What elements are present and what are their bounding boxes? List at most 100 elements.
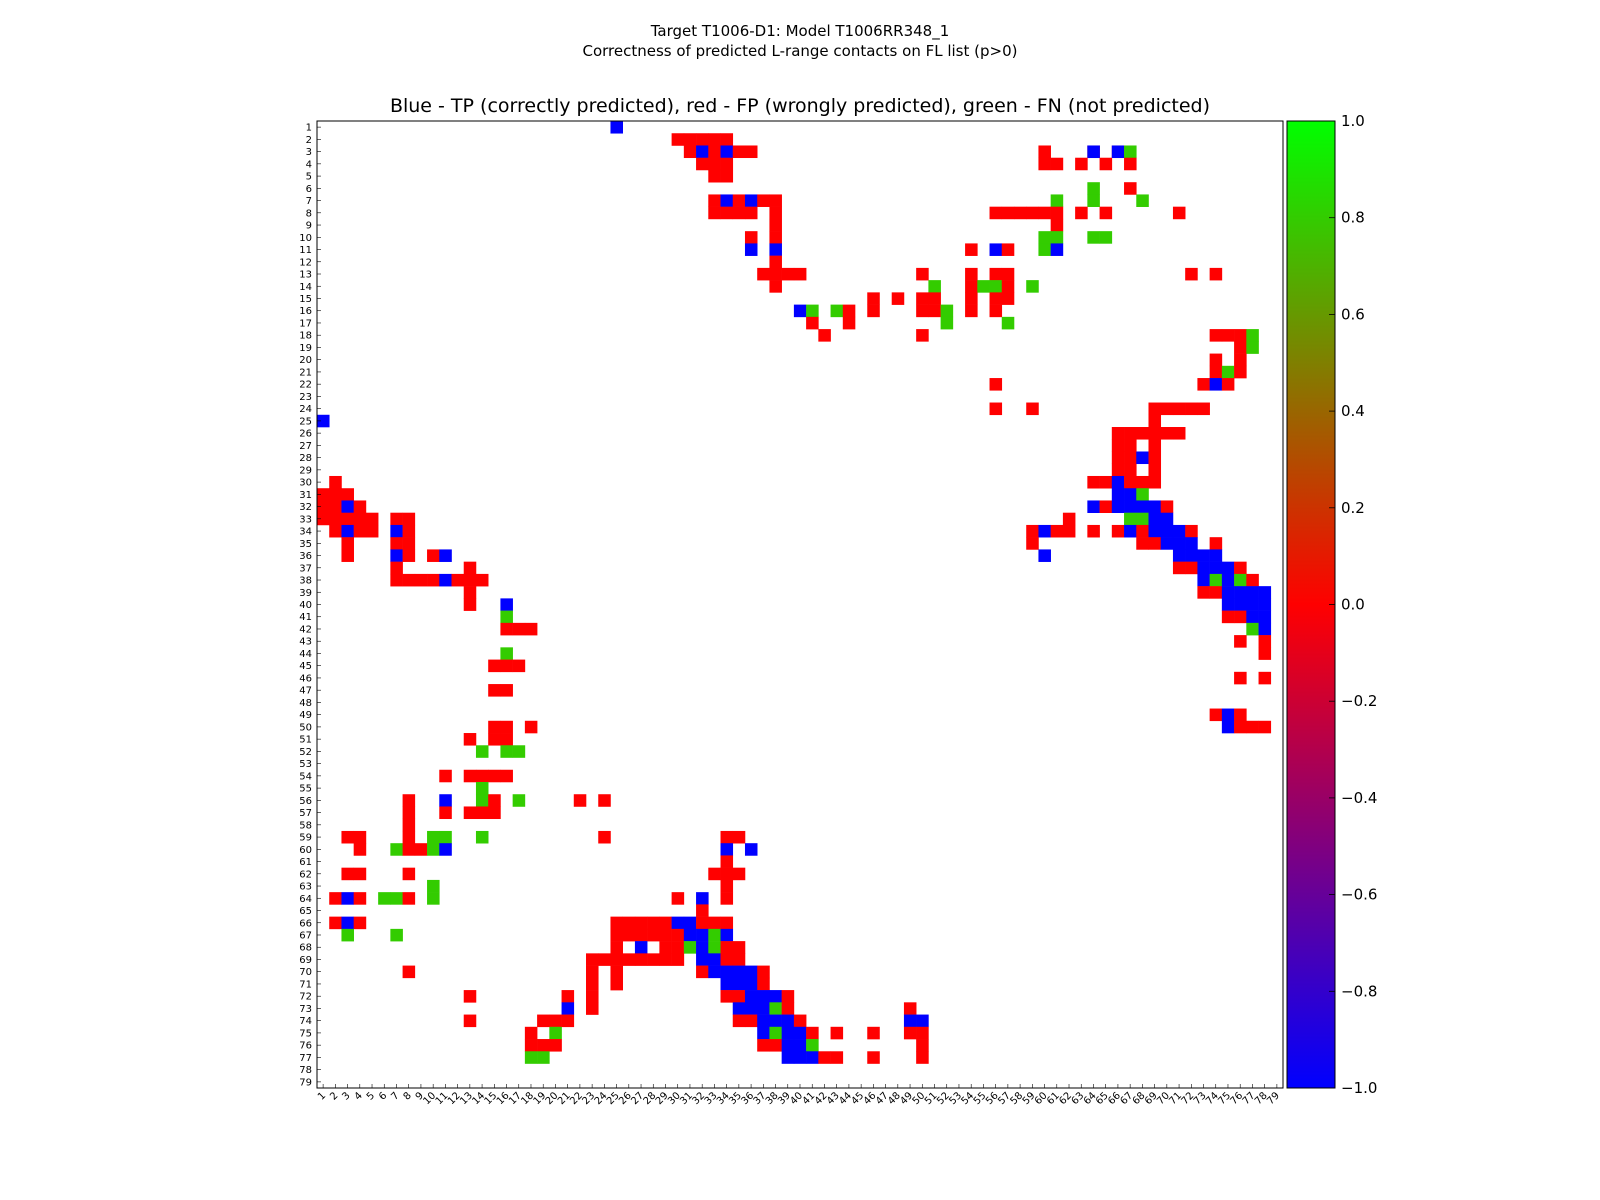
heatmap-cell [793,267,807,281]
heatmap-cell [708,953,721,966]
heatmap-cell [1136,427,1149,440]
heatmap-cell [732,1002,746,1015]
heatmap-cell [1050,206,1064,220]
heatmap-cell [757,194,770,207]
heatmap-cell [696,145,709,159]
y-tick-label: 30 [299,478,312,489]
heatmap-cell [781,1039,795,1052]
heatmap-cell [390,843,403,856]
y-tick-label: 34 [299,527,312,538]
heatmap-cell [610,941,623,954]
y-tick-label: 78 [299,1065,312,1076]
heatmap-cell [1001,280,1015,293]
heatmap-cell [402,806,416,820]
heatmap-cell [586,953,599,966]
heatmap-cell [1087,475,1100,489]
heatmap-cell [1246,622,1259,636]
heatmap-cell [561,990,575,1003]
heatmap-cell [573,794,587,807]
heatmap-cell [1160,524,1174,538]
heatmap-cell [720,157,734,171]
colorbar-tick-label: −0.8 [1341,982,1377,1000]
heatmap-cell [598,953,611,966]
y-tick-label: 36 [299,551,312,562]
heatmap-cell [793,1026,807,1040]
heatmap-cell [500,769,513,783]
heatmap-cell [488,806,501,820]
heatmap-cell [659,916,672,930]
x-tick-label: 7 [389,1090,401,1102]
heatmap-cell [720,206,734,220]
heatmap-cell [1209,561,1223,575]
heatmap-cell [427,549,440,562]
heatmap-cell [439,830,452,844]
heatmap-cell [1160,537,1174,550]
heatmap-cell [488,769,501,783]
heatmap-cell [586,965,599,979]
heatmap-cell [610,121,623,134]
heatmap-cell [1209,267,1223,281]
heatmap-cell [757,1026,770,1040]
heatmap-cell [744,194,758,207]
heatmap-cell [329,512,342,526]
heatmap-cell [439,549,452,562]
heatmap-cell [1136,524,1149,538]
heatmap-cell [720,977,734,991]
heatmap-cell [744,206,758,220]
heatmap-cell [390,537,403,550]
plot-title: Blue - TP (correctly predicted), red - F… [389,95,1211,117]
heatmap-cell [806,1039,819,1052]
heatmap-cell [769,243,782,256]
y-tick-label: 79 [299,1077,312,1088]
y-tick-label: 5 [306,172,312,183]
heatmap-cell [769,1002,782,1015]
heatmap-cell [671,928,685,942]
y-tick-label: 46 [299,673,312,684]
heatmap-cell [1221,573,1235,587]
heatmap-cell [1258,671,1272,685]
heatmap-cell [500,745,513,758]
heatmap-cell [500,720,513,734]
heatmap-cell [720,990,734,1003]
y-tick-label: 45 [299,661,312,672]
heatmap-cell [793,1014,807,1028]
heatmap-cell [402,830,416,844]
heatmap-cell [512,794,526,807]
y-tick-label: 69 [299,955,312,966]
colorbar-tick-label: 0.6 [1341,305,1365,323]
heatmap-cell [329,892,342,905]
heatmap-cell [427,573,440,587]
heatmap-cell [732,194,746,207]
heatmap-cell [696,928,709,942]
heatmap-cell [586,1002,599,1015]
heatmap-cell [353,512,367,526]
heatmap-cell [1258,610,1272,624]
heatmap-cell [1172,524,1186,538]
heatmap-cell [475,745,489,758]
heatmap-cell [1172,549,1186,562]
heatmap-cell [353,867,367,881]
heatmap-cell [989,292,1003,305]
heatmap-cell [475,769,489,783]
heatmap-cell [781,1026,795,1040]
heatmap-cell [1124,463,1137,477]
x-tick-label: 3 [340,1090,352,1102]
heatmap-cell [818,1051,831,1064]
heatmap-cell [1258,586,1272,599]
heatmap-cell [683,928,697,942]
heatmap-cell [1185,402,1198,416]
heatmap-cell [1062,524,1076,538]
heatmap-cell [402,867,416,881]
heatmap-cell [1075,206,1088,220]
chart-title-line1: Target T1006-D1: Model T1006RR348_1 [650,22,950,40]
y-tick-label: 29 [299,465,312,476]
heatmap-cell [1258,598,1272,611]
heatmap-cell [989,243,1003,256]
heatmap-cell [390,928,403,942]
heatmap-cell [1001,267,1015,281]
heatmap-cell [390,892,403,905]
heatmap-cell [769,1039,782,1052]
heatmap-cell [928,292,941,305]
heatmap-cell [757,977,770,991]
heatmap-cell [317,488,330,501]
